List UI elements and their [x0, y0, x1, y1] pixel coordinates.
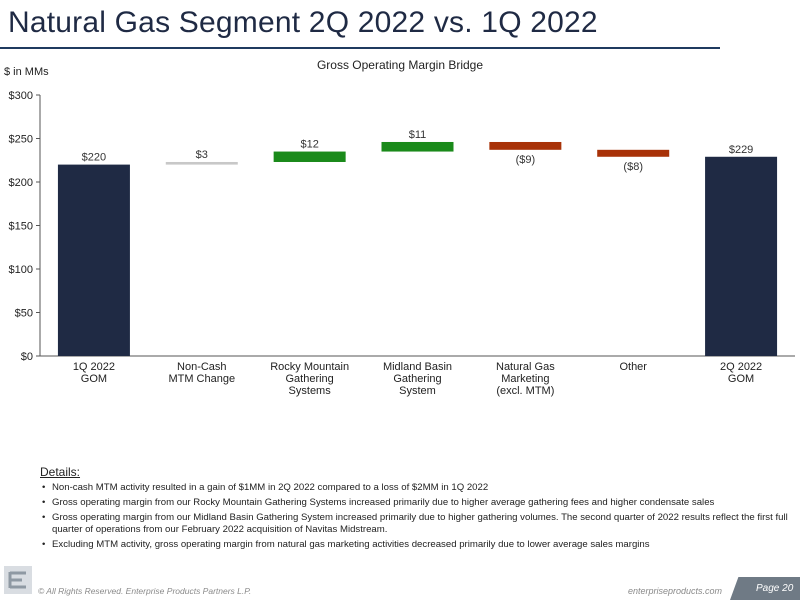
- chart-bar: [381, 141, 454, 152]
- data-label: $11: [409, 129, 427, 141]
- y-tick-label: $100: [9, 264, 33, 276]
- y-tick-label: $50: [15, 308, 33, 320]
- data-label: $12: [300, 139, 318, 151]
- units-label: $ in MMs: [4, 66, 49, 78]
- data-label: $220: [82, 152, 106, 164]
- x-tick-label-line: Non-Cash: [177, 361, 227, 373]
- footer-url[interactable]: enterpriseproducts.com: [628, 586, 723, 596]
- x-tick-label: Other: [619, 361, 647, 373]
- x-tick-label: 1Q 2022 GOM: [73, 361, 115, 385]
- x-tick-label-line: 1Q 2022: [73, 361, 115, 373]
- chart-title: Gross Operating Margin Bridge: [317, 58, 483, 72]
- chart-bar: [273, 151, 346, 162]
- x-tick-label-line: Gathering: [393, 373, 441, 385]
- details-section: Details: Non-cash MTM activity resulted …: [40, 466, 792, 554]
- chart-bar: [57, 164, 130, 356]
- y-tick-label: $300: [9, 90, 33, 102]
- details-heading: Details:: [40, 465, 81, 479]
- chart-bar: [597, 149, 670, 157]
- data-label: ($8): [623, 161, 643, 173]
- title-divider: [0, 47, 720, 49]
- x-tick-label: Midland Basin Gathering System: [383, 361, 452, 397]
- footer-copyright: © All Rights Reserved. Enterprise Produc…: [38, 586, 252, 596]
- x-tick-label-line: GOM: [728, 373, 754, 385]
- x-tick-label-line: Gathering: [285, 373, 333, 385]
- gom-bridge-chart: Gross Operating Margin Bridge $0 $50 $100 $1…: [9, 58, 795, 397]
- data-label: ($9): [516, 154, 536, 166]
- y-tick-label: $0: [21, 351, 33, 363]
- enterprise-logo-icon: [4, 566, 32, 594]
- x-tick-label-line: Natural Gas: [496, 361, 555, 373]
- x-tick-label-line: Systems: [289, 385, 332, 397]
- x-tick-label: Rocky Mountain Gathering Systems: [270, 361, 349, 397]
- chart-bar: [165, 161, 238, 165]
- details-item: Gross operating margin from our Midland …: [42, 512, 792, 536]
- details-item: Non-cash MTM activity resulted in a gain…: [42, 482, 792, 494]
- details-list: Non-cash MTM activity resulted in a gain…: [40, 482, 792, 551]
- y-tick-label: $250: [9, 134, 33, 146]
- x-tick-label-line: 2Q 2022: [720, 361, 762, 373]
- data-label: $229: [729, 144, 753, 156]
- page-title: Natural Gas Segment 2Q 2022 vs. 1Q 2022: [8, 6, 598, 39]
- x-tick-label-line: System: [399, 385, 436, 397]
- page-number: Page 20: [756, 583, 794, 594]
- x-tick-label-line: (excl. MTM): [496, 385, 554, 397]
- x-tick-label-line: MTM Change: [168, 373, 235, 385]
- x-tick-label: 2Q 2022 GOM: [720, 361, 762, 385]
- x-tick-label-line: Rocky Mountain: [270, 361, 349, 373]
- x-tick-label-line: Other: [619, 361, 647, 373]
- x-tick-label-line: Marketing: [501, 373, 549, 385]
- details-item: Excluding MTM activity, gross operating …: [42, 539, 792, 551]
- chart-bar: [705, 156, 778, 356]
- x-tick-label-line: Midland Basin: [383, 361, 452, 373]
- x-tick-label: Natural Gas Marketing (excl. MTM): [496, 361, 555, 397]
- chart-bar: [489, 141, 562, 150]
- y-tick-label: $200: [9, 177, 33, 189]
- x-tick-label-line: GOM: [81, 373, 107, 385]
- x-tick-label: Non-Cash MTM Change: [168, 361, 235, 385]
- details-item: Gross operating margin from our Rocky Mo…: [42, 497, 792, 509]
- data-label: $3: [196, 149, 208, 161]
- page-number-tab: [730, 577, 800, 600]
- y-tick-label: $150: [9, 221, 33, 233]
